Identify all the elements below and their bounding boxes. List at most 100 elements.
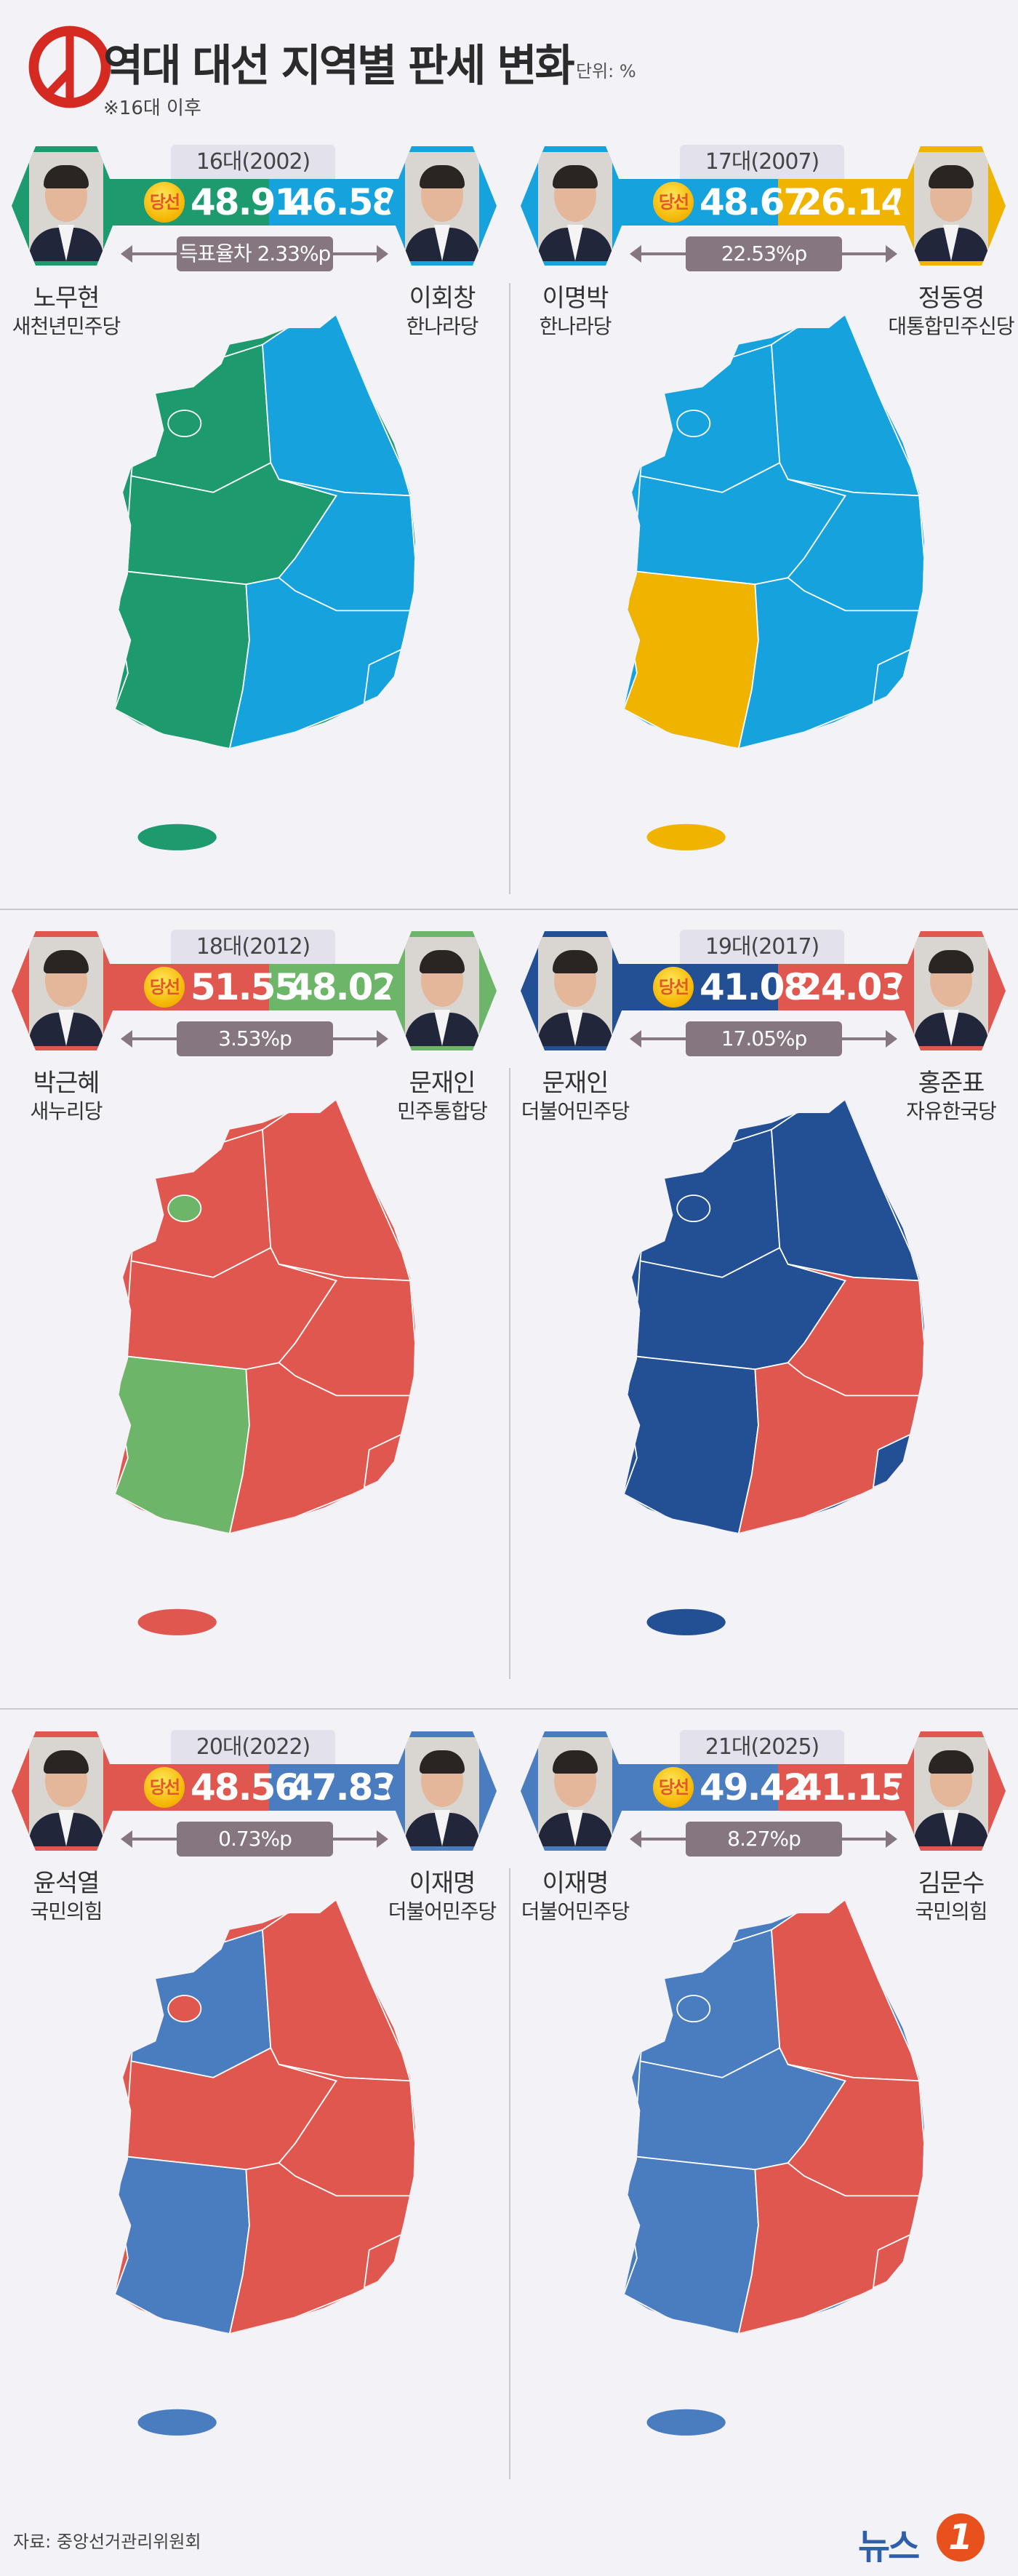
runner-up-party: 자유한국당 bbox=[906, 1099, 997, 1123]
runner-up-name: 김문수 bbox=[918, 1869, 985, 1898]
brand-number: 1 bbox=[937, 2513, 985, 2561]
winner-party: 새천년민주당 bbox=[12, 314, 121, 338]
vote-gap-label: 0.73%p bbox=[177, 1822, 333, 1857]
column-divider bbox=[509, 1868, 510, 2479]
brand-text: 뉴스 bbox=[858, 2527, 920, 2567]
hair-shape bbox=[553, 950, 598, 973]
region-gyeonggi bbox=[130, 343, 272, 493]
candidate-photo-frame bbox=[388, 931, 497, 1050]
runner-up-party: 민주통합당 bbox=[397, 1099, 488, 1123]
runner-up-info: 김문수 국민의힘 bbox=[871, 1868, 1018, 1925]
winner-bar bbox=[611, 1764, 778, 1811]
winner-vote-share: 51.55 bbox=[191, 966, 300, 1008]
hair-shape bbox=[420, 165, 465, 188]
candidate-photo bbox=[914, 152, 988, 261]
runner-up-info: 홍준표 자유한국당 bbox=[871, 1068, 1018, 1125]
winner-info: 노무현 새천년민주당 bbox=[0, 283, 146, 340]
candidate-photo bbox=[405, 937, 479, 1046]
runner-up-info: 문재인 민주통합당 bbox=[362, 1068, 522, 1125]
election-panel: 19대(2017) 당선 41.08 24.03 17.05%p 문재인 더불어… bbox=[509, 922, 1018, 1694]
winner-party: 새누리당 bbox=[30, 1099, 103, 1123]
regional-result-map bbox=[114, 1100, 415, 1635]
vote-gap-label: 22.53%p bbox=[686, 236, 842, 271]
region-gyeonggi bbox=[639, 1929, 781, 2078]
hair-shape bbox=[44, 950, 89, 973]
election-panel: 17대(2007) 당선 48.67 26.14 22.53%p 이명박 한나라… bbox=[509, 137, 1018, 909]
candidate-photo-frame bbox=[12, 931, 121, 1050]
winner-party: 국민의힘 bbox=[30, 1899, 103, 1923]
candidate-photo-frame bbox=[897, 931, 1006, 1050]
region-gyeonggi bbox=[639, 343, 781, 493]
hair-shape bbox=[420, 1750, 465, 1774]
hair-shape bbox=[44, 1750, 89, 1774]
winner-bar bbox=[611, 179, 778, 226]
region-gyeonggi bbox=[639, 1128, 781, 1278]
winner-party: 더불어민주당 bbox=[521, 1899, 630, 1923]
regional-result-map bbox=[114, 315, 415, 850]
region-seoul bbox=[167, 1195, 202, 1222]
region-jeju bbox=[646, 1608, 726, 1635]
winner-bar bbox=[102, 964, 269, 1010]
runner-up-info: 정동영 대통합민주신당 bbox=[871, 283, 1018, 340]
runner-up-vote-share: 24.03 bbox=[797, 966, 906, 1008]
hair-shape bbox=[420, 950, 465, 973]
ballot-stamp-icon bbox=[28, 25, 111, 108]
candidate-photo-frame bbox=[388, 1731, 497, 1851]
candidate-photo-frame bbox=[12, 1731, 121, 1851]
column-divider bbox=[509, 283, 510, 894]
hair-shape bbox=[929, 950, 974, 973]
candidate-photo bbox=[405, 1737, 479, 1846]
unit-label: 단위: % bbox=[576, 61, 636, 81]
news1-logo: 뉴스 1 bbox=[858, 2513, 989, 2567]
winner-badge: 당선 bbox=[653, 1767, 694, 1808]
runner-up-party: 한나라당 bbox=[406, 314, 478, 338]
candidate-photo-frame bbox=[521, 931, 630, 1050]
winner-name: 문재인 bbox=[542, 1069, 609, 1098]
candidate-photo bbox=[538, 152, 612, 261]
winner-vote-share: 49.42 bbox=[700, 1766, 809, 1809]
runner-up-vote-share: 46.58 bbox=[288, 181, 397, 223]
winner-badge: 당선 bbox=[144, 182, 185, 223]
candidate-photo bbox=[29, 937, 103, 1046]
winner-info: 문재인 더불어민주당 bbox=[495, 1068, 655, 1125]
candidate-photo-frame bbox=[521, 1731, 630, 1851]
region-jeju bbox=[137, 1608, 217, 1635]
regional-result-map bbox=[623, 315, 924, 850]
runner-up-vote-share: 41.15 bbox=[797, 1766, 906, 1809]
hair-shape bbox=[44, 165, 89, 188]
winner-info: 윤석열 국민의힘 bbox=[0, 1868, 146, 1925]
scope-note: ※16대 이후 bbox=[103, 97, 201, 119]
candidate-photo bbox=[914, 1737, 988, 1846]
winner-info: 박근혜 새누리당 bbox=[0, 1068, 146, 1125]
winner-bar bbox=[611, 964, 778, 1010]
runner-up-vote-share: 26.14 bbox=[797, 181, 906, 223]
region-seoul bbox=[676, 410, 711, 437]
winner-vote-share: 48.56 bbox=[191, 1766, 300, 1809]
runner-up-party: 국민의힘 bbox=[915, 1899, 987, 1923]
region-jeju bbox=[137, 2409, 217, 2436]
region-jeolla bbox=[114, 2156, 250, 2334]
vote-gap-label: 17.05%p bbox=[686, 1021, 842, 1056]
page-title: 역대 대선 지역별 판세 변화 bbox=[103, 41, 575, 92]
election-panel: 18대(2012) 당선 51.55 48.02 3.53%p 박근혜 새누리당… bbox=[0, 922, 509, 1694]
runner-up-vote-share: 48.02 bbox=[288, 966, 397, 1008]
region-jeolla bbox=[114, 570, 250, 749]
election-year-label: 21대(2025) bbox=[680, 1730, 844, 1765]
winner-info: 이명박 한나라당 bbox=[495, 283, 655, 340]
runner-up-name: 문재인 bbox=[409, 1069, 476, 1098]
winner-vote-share: 41.08 bbox=[700, 966, 809, 1008]
region-gangwon bbox=[262, 315, 412, 497]
runner-up-info: 이회창 한나라당 bbox=[362, 283, 522, 340]
winner-name: 박근혜 bbox=[33, 1069, 100, 1098]
election-panel: 21대(2025) 당선 49.42 41.15 8.27%p 이재명 더불어민… bbox=[509, 1723, 1018, 2494]
region-gangwon bbox=[771, 1900, 921, 2082]
region-seoul bbox=[167, 410, 202, 437]
region-gyeonggi bbox=[130, 1929, 272, 2078]
row-divider bbox=[0, 1708, 1018, 1710]
vote-gap-label: 득표율차 2.33%p bbox=[177, 236, 333, 271]
winner-badge: 당선 bbox=[144, 967, 185, 1008]
candidate-photo-frame bbox=[897, 146, 1006, 266]
region-jeolla bbox=[623, 2156, 759, 2334]
winner-badge: 당선 bbox=[653, 967, 694, 1008]
region-jeju bbox=[646, 824, 726, 850]
